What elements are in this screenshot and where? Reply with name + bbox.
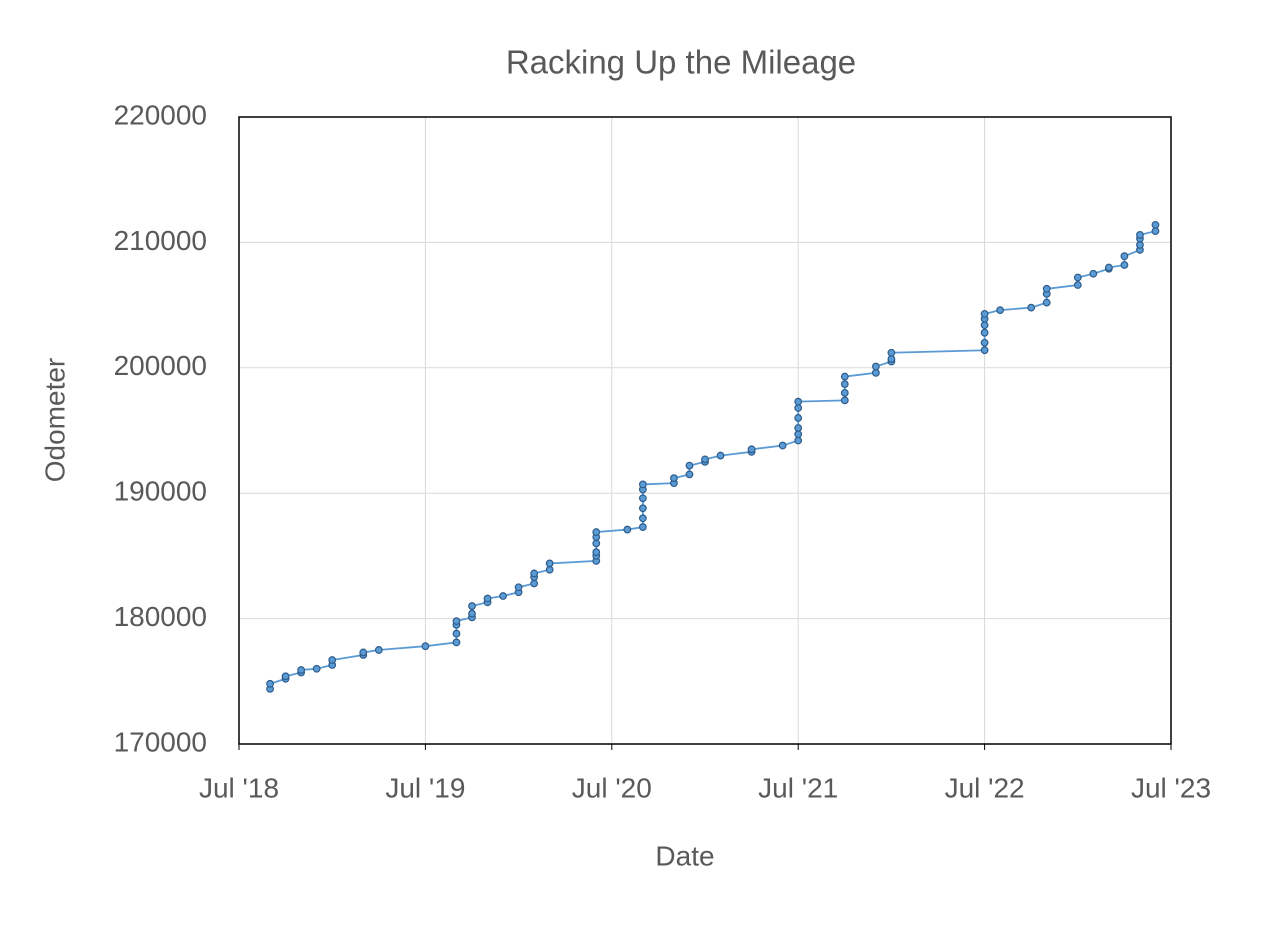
marker [1151,220,1160,229]
y-tick-label: 200000 [114,350,207,381]
y-tick-label: 190000 [114,476,207,507]
marker [840,396,849,405]
x-tick-label: Jul '21 [758,772,838,803]
marker [468,609,476,618]
marker [468,602,476,610]
marker [1073,273,1082,282]
marker [1089,269,1098,278]
x-tick-label: Jul '20 [572,772,652,803]
marker [778,441,787,450]
marker [592,528,601,536]
marker [530,569,539,578]
marker [887,355,896,363]
marker [794,436,803,445]
marker [1027,303,1036,312]
marker [794,430,803,439]
marker [871,362,880,371]
marker [1136,241,1144,249]
marker [1151,227,1160,236]
marker [545,565,554,574]
y-tick-label: 210000 [114,225,207,256]
marker [670,474,678,483]
marker [638,523,647,531]
marker [452,638,461,647]
marker [530,579,539,588]
marker [499,592,507,600]
marker [592,548,601,557]
marker [297,666,306,674]
marker [840,372,849,381]
marker [359,648,368,657]
marker [623,525,632,534]
marker [871,368,880,377]
y-axis-label: Odometer [39,358,70,483]
marker [545,559,554,568]
plot-frame [238,116,1172,745]
marker [747,445,756,454]
marker [1120,252,1129,261]
marker [374,646,383,654]
marker [794,414,803,422]
marker [685,470,694,479]
marker [592,539,601,548]
marker [1104,263,1113,272]
marker [1073,281,1082,289]
marker [996,306,1005,315]
marker [483,594,492,603]
marker [840,380,849,389]
marker [887,348,896,357]
marker [266,679,274,688]
marker [638,480,647,489]
marker [980,328,989,337]
x-tick-label: Jul '22 [945,772,1025,803]
marker [514,583,523,592]
marker [281,672,290,681]
y-tick-label: 220000 [114,99,207,130]
marker [794,424,803,432]
marker [685,461,694,470]
marker [980,309,989,318]
marker [701,455,709,464]
x-tick-label: Jul '23 [1131,772,1211,803]
x-tick-label: Jul '18 [199,772,279,803]
marker [1042,298,1051,307]
y-tick-label: 170000 [114,726,207,757]
marker [1120,261,1129,269]
marker [421,642,430,651]
marker [794,397,803,406]
marker [638,504,647,513]
x-tick-label: Jul '19 [385,772,465,803]
marker [312,664,321,673]
marker [794,404,803,412]
marker [716,451,725,460]
marker [638,494,647,503]
y-tick-label: 180000 [114,601,207,632]
marker [980,346,989,355]
line [269,224,1157,689]
marker [638,514,647,523]
marker [980,321,989,330]
marker [452,617,461,626]
marker [1042,284,1051,293]
marker [452,629,461,638]
x-axis-label: Date [655,840,714,871]
marker [840,388,849,397]
marker [328,656,337,664]
marker [980,338,989,347]
chart-title: Racking Up the Mileage [506,44,856,81]
marker [1136,230,1144,239]
